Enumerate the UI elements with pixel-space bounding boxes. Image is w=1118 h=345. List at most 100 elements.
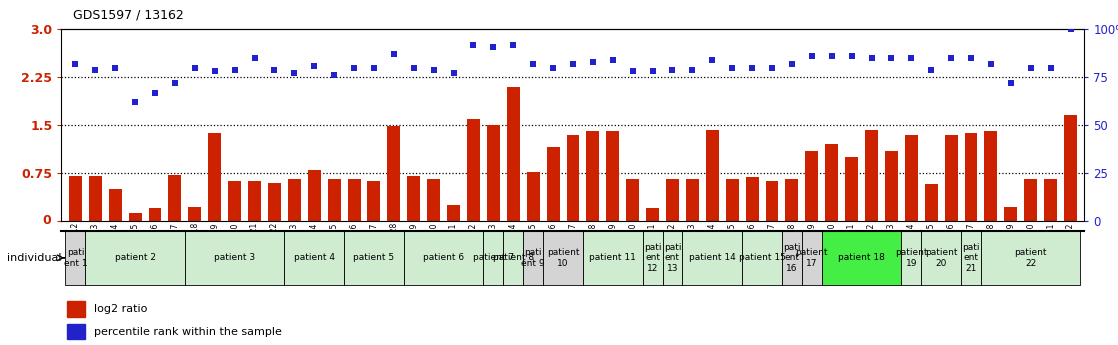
Text: patient 7: patient 7 bbox=[473, 253, 514, 263]
Point bbox=[246, 55, 264, 61]
Point bbox=[963, 55, 980, 61]
Bar bbox=[781, 231, 802, 285]
Point bbox=[425, 67, 443, 72]
Bar bbox=[67, 301, 85, 317]
Bar bbox=[149, 208, 161, 221]
Bar bbox=[802, 231, 822, 285]
Point bbox=[206, 69, 224, 74]
Text: patient 4: patient 4 bbox=[294, 253, 334, 263]
Text: log2 ratio: log2 ratio bbox=[94, 304, 148, 314]
Bar bbox=[626, 179, 639, 221]
Bar bbox=[885, 150, 898, 221]
Bar bbox=[786, 179, 798, 221]
Bar bbox=[985, 131, 997, 221]
Text: GDS1597 / 13162: GDS1597 / 13162 bbox=[73, 9, 183, 22]
Bar bbox=[184, 231, 284, 285]
Point bbox=[66, 61, 84, 67]
Point bbox=[922, 67, 940, 72]
Bar bbox=[904, 135, 918, 221]
Point bbox=[504, 42, 522, 47]
Point bbox=[285, 71, 303, 76]
Bar bbox=[1024, 179, 1038, 221]
Bar bbox=[845, 157, 859, 221]
Text: patient 11: patient 11 bbox=[589, 253, 636, 263]
Point bbox=[783, 61, 800, 67]
Point bbox=[723, 65, 741, 70]
Point bbox=[644, 69, 662, 74]
Bar bbox=[407, 176, 420, 221]
Text: patient 5: patient 5 bbox=[353, 253, 395, 263]
Point bbox=[544, 65, 562, 70]
Point bbox=[1042, 65, 1060, 70]
Point bbox=[1062, 27, 1080, 32]
Text: pati
ent
13: pati ent 13 bbox=[664, 243, 681, 273]
Point bbox=[405, 65, 423, 70]
Point bbox=[624, 69, 642, 74]
Text: individual: individual bbox=[7, 253, 61, 263]
Bar bbox=[208, 134, 221, 221]
Point bbox=[1022, 65, 1040, 70]
Bar bbox=[108, 189, 122, 221]
Bar bbox=[487, 125, 500, 221]
Point bbox=[902, 55, 920, 61]
Point bbox=[604, 57, 622, 63]
Bar bbox=[865, 130, 878, 221]
Bar bbox=[582, 231, 643, 285]
Bar bbox=[766, 181, 778, 221]
Bar bbox=[901, 231, 921, 285]
Bar bbox=[682, 231, 742, 285]
Bar bbox=[169, 175, 181, 221]
Bar bbox=[742, 231, 781, 285]
Bar bbox=[188, 207, 201, 221]
Bar bbox=[726, 179, 739, 221]
Text: patient 6: patient 6 bbox=[423, 253, 464, 263]
Text: patient 15: patient 15 bbox=[739, 253, 786, 263]
Text: pati
ent
12: pati ent 12 bbox=[644, 243, 662, 273]
Point bbox=[823, 53, 841, 59]
Bar bbox=[822, 231, 901, 285]
Bar bbox=[686, 179, 699, 221]
Bar bbox=[268, 183, 281, 221]
Point bbox=[942, 55, 960, 61]
Point bbox=[265, 67, 283, 72]
Bar bbox=[447, 205, 459, 221]
Bar bbox=[646, 208, 659, 221]
Bar bbox=[705, 130, 719, 221]
Point bbox=[385, 51, 402, 57]
Point bbox=[882, 55, 900, 61]
Point bbox=[86, 67, 104, 72]
Bar bbox=[85, 231, 184, 285]
Bar bbox=[543, 231, 582, 285]
Bar bbox=[67, 324, 85, 339]
Bar bbox=[606, 131, 619, 221]
Point bbox=[325, 72, 343, 78]
Point bbox=[345, 65, 363, 70]
Bar bbox=[523, 231, 543, 285]
Point bbox=[764, 65, 781, 70]
Bar bbox=[503, 231, 523, 285]
Bar bbox=[69, 176, 82, 221]
Bar bbox=[368, 181, 380, 221]
Bar bbox=[547, 147, 559, 221]
Text: patient 14: patient 14 bbox=[689, 253, 736, 263]
Point bbox=[563, 61, 581, 67]
Bar bbox=[746, 177, 758, 221]
Point bbox=[464, 42, 482, 47]
Point bbox=[484, 44, 502, 49]
Text: percentile rank within the sample: percentile rank within the sample bbox=[94, 327, 282, 337]
Bar bbox=[925, 184, 938, 221]
Point bbox=[703, 57, 721, 63]
Text: patient
20: patient 20 bbox=[925, 248, 957, 268]
Bar bbox=[587, 131, 599, 221]
Bar bbox=[961, 231, 980, 285]
Bar bbox=[129, 213, 142, 221]
Bar bbox=[328, 179, 341, 221]
Text: pati
ent 1: pati ent 1 bbox=[64, 248, 87, 268]
Point bbox=[524, 61, 542, 67]
Bar bbox=[980, 231, 1080, 285]
Bar bbox=[663, 231, 682, 285]
Bar bbox=[427, 179, 440, 221]
Bar bbox=[965, 133, 977, 221]
Point bbox=[843, 53, 861, 59]
Text: 0: 0 bbox=[42, 214, 51, 227]
